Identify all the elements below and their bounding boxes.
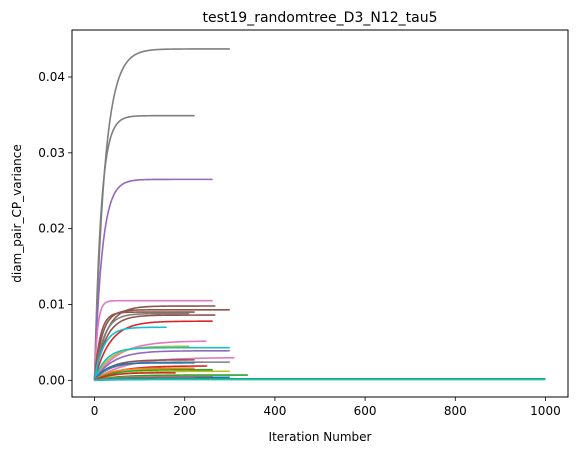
series-line-3 (93, 178, 213, 381)
series-line-24 (94, 371, 176, 382)
series-line-22 (94, 368, 213, 382)
series-line-9 (93, 314, 216, 381)
plot-background (72, 30, 568, 397)
series-line-5 (93, 305, 216, 381)
x-tick-label: 600 (354, 404, 377, 418)
series-line-8 (93, 312, 190, 381)
series-line-12 (93, 340, 207, 381)
series-line-11 (93, 326, 167, 381)
series-line-1 (93, 48, 230, 381)
y-tick-label: 0.01 (38, 297, 65, 311)
x-axis-title: Iteration Number (269, 430, 372, 444)
series-line-15 (93, 349, 230, 381)
series-line-10 (93, 320, 213, 381)
series-line-14 (93, 346, 230, 381)
series-line-7 (93, 311, 195, 381)
series-line-21 (94, 367, 195, 381)
series-line-19 (93, 362, 195, 381)
series-line-4 (93, 299, 213, 381)
y-tick-label: 0.03 (38, 146, 65, 160)
x-tick-label: 800 (444, 404, 467, 418)
series-layer (93, 48, 546, 382)
plot-frame (71, 29, 569, 398)
axis-layer: 0 200 400 600 800 1000 0.00 0.01 0.02 0.03 0.04 (38, 70, 560, 418)
x-tick-label: 200 (173, 404, 196, 418)
y-tick-label: 0.00 (38, 373, 65, 387)
x-tick-label: 400 (263, 404, 286, 418)
x-tick-label: 0 (91, 404, 99, 418)
series-line-25 (94, 374, 248, 382)
chart-title: test19_randomtree_D3_N12_tau5 (203, 10, 438, 26)
y-tick-label: 0.04 (38, 70, 65, 84)
series-line-30 (94, 378, 546, 382)
x-tick-label: 1000 (530, 404, 561, 418)
series-line-2 (93, 114, 195, 381)
y-axis-title: diam_pair_CP_variance (10, 144, 24, 283)
y-tick-label: 0.02 (38, 222, 65, 236)
